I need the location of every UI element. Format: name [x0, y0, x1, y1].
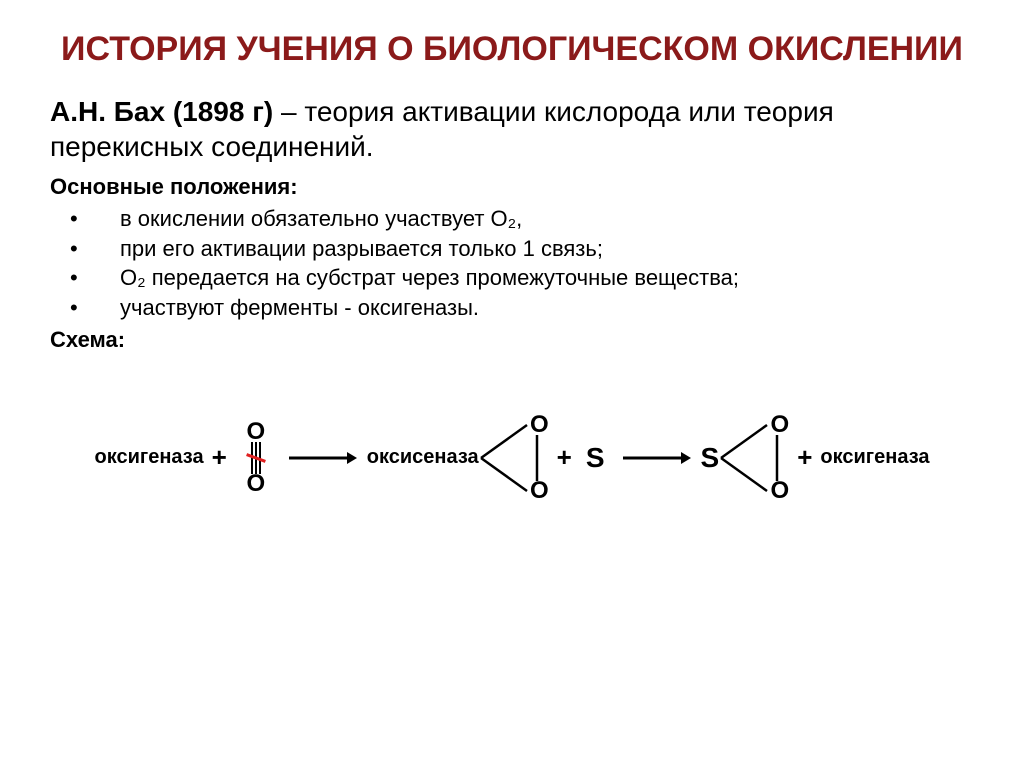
bullet-text: участвуют ферменты - оксигеназы. [120, 293, 984, 323]
plus-icon: + [212, 442, 227, 473]
term-oxygenase-2: оксигеназа [820, 446, 929, 469]
bullet-item: • при его активации разрывается только 1… [40, 234, 984, 264]
slide-title: ИСТОРИЯ УЧЕНИЯ О БИОЛОГИЧЕСКОМ ОКИСЛЕНИИ [40, 30, 984, 69]
bullet-item: • О₂ передается на субстрат через промеж… [40, 263, 984, 293]
oxygen-atom: O [246, 470, 265, 498]
oxygen-atom: O [771, 411, 790, 439]
author-name: А.Н. Бах (1898 г) [50, 96, 273, 127]
substrate-s: S [701, 442, 720, 474]
s-peroxo-group: S O O [701, 413, 790, 503]
oxygen-atom: O [530, 411, 549, 439]
bullet-text: при его активации разрывается только 1 с… [120, 234, 984, 264]
bullet-item: • в окислении обязательно участвует О₂, [40, 204, 984, 234]
bullet-item: • участвуют ферменты - оксигеназы. [40, 293, 984, 323]
oxysenase-peroxo: оксисеназа O O [367, 413, 549, 503]
oxygen-atom: O [530, 477, 549, 505]
term-oxygenase-1: оксигеназа [95, 446, 204, 469]
plus-icon: + [557, 442, 572, 473]
bullet-dot-icon: • [50, 234, 120, 264]
substrate-s: S [586, 442, 605, 474]
plus-icon: + [797, 442, 812, 473]
bullet-text: О₂ передается на субстрат через промежут… [120, 263, 984, 293]
bullet-dot-icon: • [50, 293, 120, 323]
arrow-icon [287, 448, 357, 468]
o2-triple-bond: O O [239, 418, 273, 498]
bullet-dot-icon: • [50, 204, 120, 234]
peroxo-bridge: O O [479, 413, 549, 503]
subtitle: А.Н. Бах (1898 г) – теория активации кис… [40, 94, 984, 164]
scheme-label: Схема: [40, 327, 984, 353]
reaction-diagram: оксигеназа + O O оксисеназа O O [40, 413, 984, 503]
term-oxysenase: оксисеназа [367, 446, 479, 469]
positions-header: Основные положения: [40, 174, 984, 200]
peroxo-bridge: O O [719, 413, 789, 503]
bullet-dot-icon: • [50, 263, 120, 293]
bullet-text: в окислении обязательно участвует О₂, [120, 204, 984, 234]
arrow-icon [621, 448, 691, 468]
oxygen-atom: O [771, 477, 790, 505]
